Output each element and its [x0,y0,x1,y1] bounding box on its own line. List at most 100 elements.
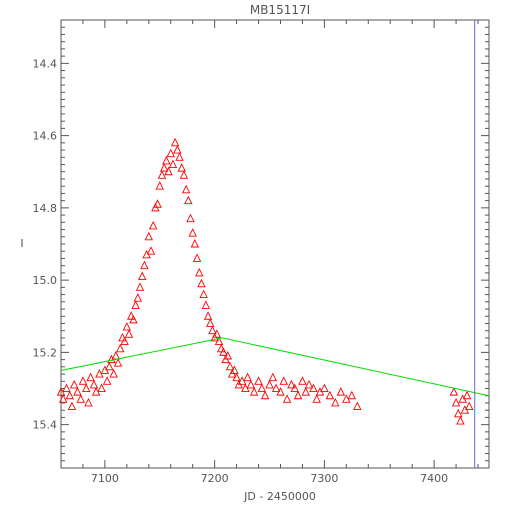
data-point [69,379,79,389]
data-point [166,148,175,158]
data-point [111,350,121,360]
data-point [179,170,189,179]
data-point [122,322,132,331]
data-point [192,253,202,262]
data-point [175,152,184,161]
y-tick-label: 14.4 [33,57,58,70]
y-tick-label: 15.2 [33,346,58,359]
data-point [155,181,164,190]
data-point [268,372,278,382]
data-point [116,343,125,353]
y-tick-label: 14.8 [33,202,58,215]
data-point [331,397,340,407]
data-point [465,401,474,411]
data-point [208,325,217,335]
data-point [102,376,112,385]
data-point [265,379,274,389]
data-point [78,376,88,385]
data-point [243,372,252,382]
axis-ticks [60,19,489,469]
data-point [181,184,191,194]
data-point [168,159,178,168]
data-point [113,358,123,367]
data-point [298,376,307,385]
data-point [188,228,197,237]
data-point [301,387,310,396]
data-point [312,394,321,403]
data-point [336,387,346,396]
data-point [203,311,213,320]
data-point [325,390,335,400]
data-point [97,383,106,392]
data-point [76,394,85,403]
data-point [195,267,204,277]
data-point [449,387,459,396]
data-point [133,293,143,302]
data-point [290,383,299,392]
data-point [454,408,463,418]
data-point [170,137,180,147]
data-point [201,300,211,309]
data-point [129,314,138,324]
x-tick-label: 7400 [420,472,448,485]
data-point [73,387,82,396]
data-point [177,163,186,172]
axis-tick-labels: 7100 7200 7300 7400 14.4 14.6 14.8 15.0 15.2 15.4 [33,57,449,485]
data-point [135,282,145,291]
y-tick-label: 15.0 [33,274,58,287]
data-point [279,376,289,385]
y-tick-label: 14.6 [33,130,58,143]
x-tick-label: 7100 [91,472,119,485]
data-point [282,394,292,403]
data-point [304,379,314,389]
data-point [67,401,77,411]
data-point [462,390,472,400]
data-point [173,145,182,154]
plot-frame [60,19,490,469]
data-point [271,383,281,392]
data-point [276,387,285,396]
data-point [260,390,270,400]
data-point [257,383,267,392]
data-point [65,390,75,400]
y-tick-label: 15.4 [33,419,58,432]
data-point [353,401,362,411]
data-point [86,372,95,382]
data-point [153,199,162,208]
data-point [293,390,303,400]
data-point [184,195,193,205]
data-point [309,383,318,392]
data-point [120,336,129,345]
data-point [212,329,222,338]
data-point [206,318,215,327]
data-point [157,170,167,179]
data-point [186,213,195,223]
baseline-line [60,337,490,397]
data-point [223,350,233,360]
data-point [219,347,228,356]
data-point [230,365,239,374]
data-point [225,361,235,371]
data-point [254,376,263,385]
data-point [164,166,173,176]
data-point [148,220,158,230]
data-point [162,155,171,165]
data-point [140,260,149,270]
data-point [199,289,208,299]
data-point [109,369,118,378]
data-point [137,271,147,280]
data-point [190,238,200,248]
data-point [249,387,259,396]
data-point [246,379,256,389]
data-point [214,336,224,345]
x-tick-label: 7300 [310,472,338,485]
data-point [347,390,357,400]
data-point [84,397,93,407]
data-point [58,394,68,403]
data-point [105,361,114,371]
data-point [232,372,241,382]
chart-title: MB15117I [250,3,310,17]
data-point [131,300,140,309]
data-point [146,246,156,255]
